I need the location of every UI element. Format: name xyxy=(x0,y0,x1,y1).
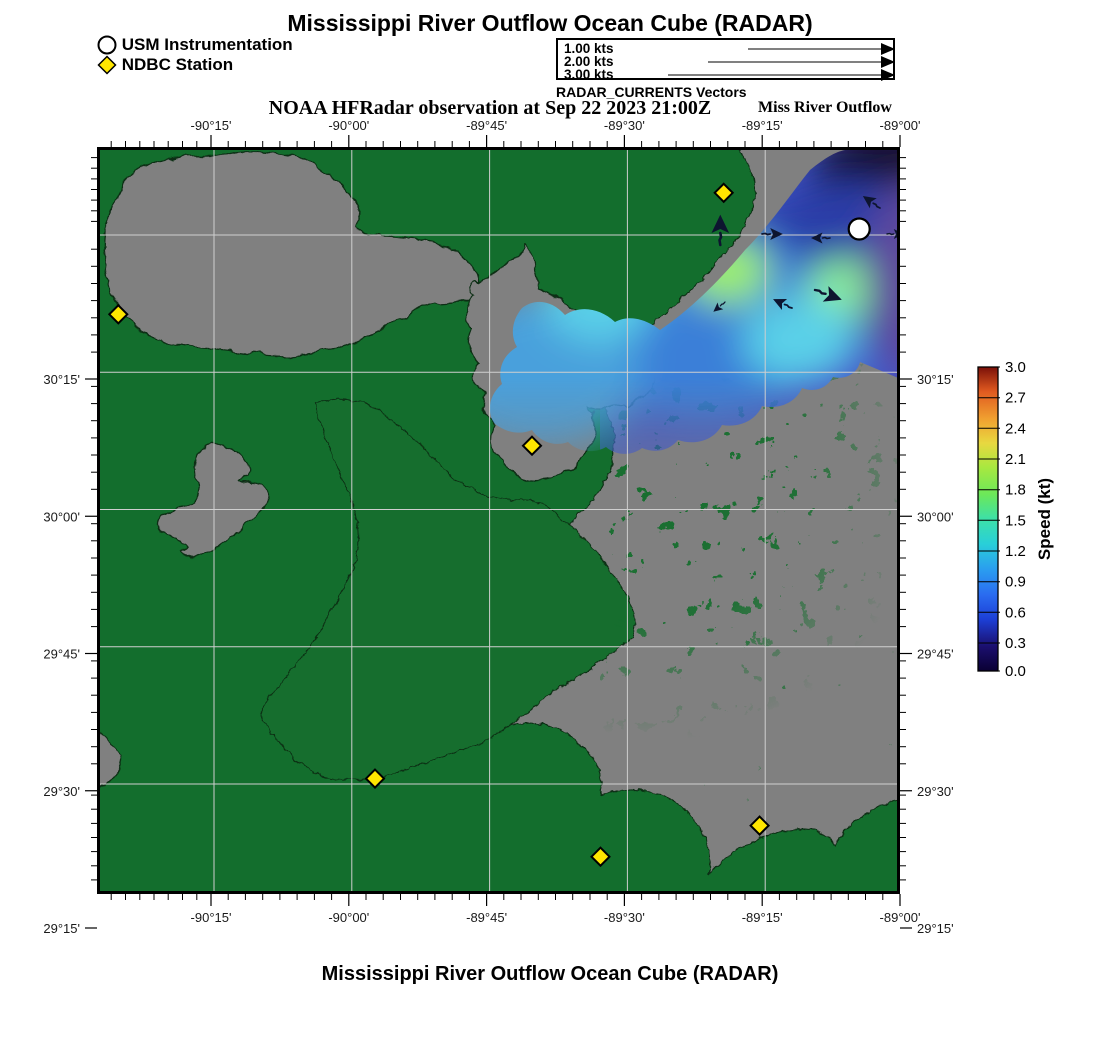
svg-text:0.0: 0.0 xyxy=(1005,663,1026,680)
svg-text:0.6: 0.6 xyxy=(1005,604,1026,621)
svg-text:2.4: 2.4 xyxy=(1005,420,1026,437)
svg-text:2.7: 2.7 xyxy=(1005,390,1026,407)
svg-text:0.3: 0.3 xyxy=(1005,635,1026,652)
svg-text:2.1: 2.1 xyxy=(1005,451,1026,468)
svg-text:3.0: 3.0 xyxy=(1005,359,1026,376)
svg-text:1.2: 1.2 xyxy=(1005,543,1026,560)
svg-text:1.5: 1.5 xyxy=(1005,512,1026,529)
svg-text:0.9: 0.9 xyxy=(1005,574,1026,591)
svg-text:1.8: 1.8 xyxy=(1005,482,1026,499)
svg-text:Speed (kt): Speed (kt) xyxy=(1035,478,1054,560)
